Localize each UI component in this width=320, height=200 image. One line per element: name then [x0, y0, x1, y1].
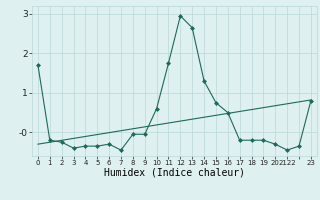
- X-axis label: Humidex (Indice chaleur): Humidex (Indice chaleur): [104, 168, 245, 178]
